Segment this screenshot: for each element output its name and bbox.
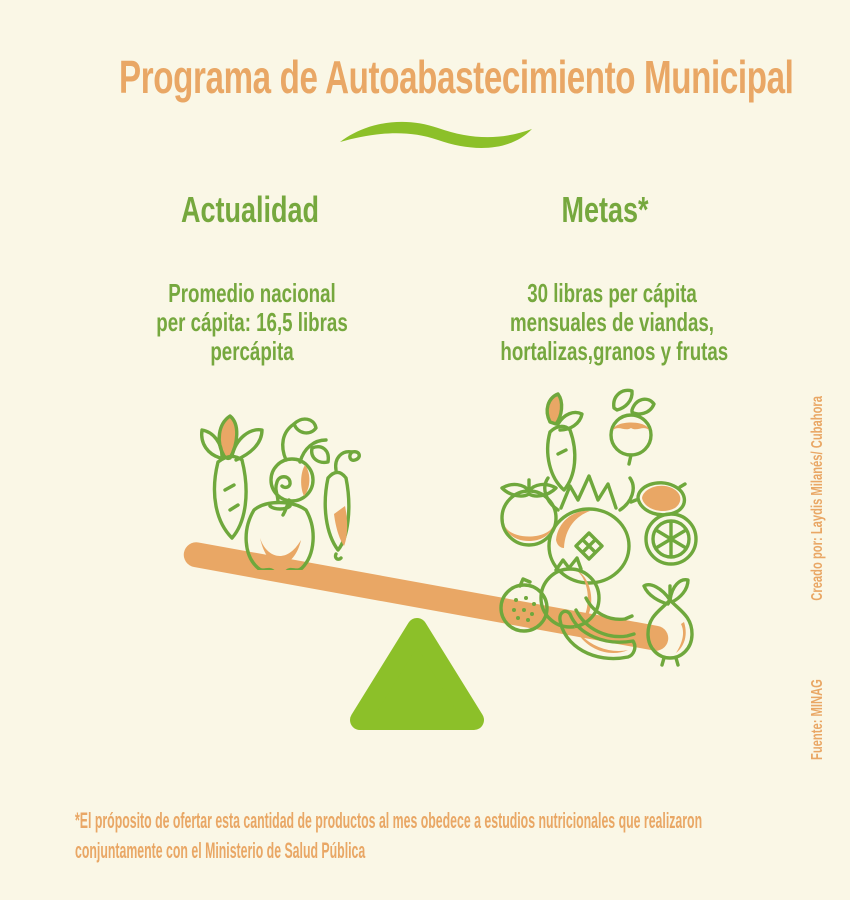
heading-actualidad: Actualidad <box>180 189 320 230</box>
actualidad-line-1: Promedio nacional <box>168 278 336 308</box>
heading-metas: Metas* <box>561 189 649 230</box>
metas-line-1: 30 libras per cápita <box>527 278 697 308</box>
tomato-icon <box>500 478 558 547</box>
lime-slice-icon <box>644 512 698 566</box>
footnote-line-2: conjuntamente con el Ministerio de Salud… <box>75 838 366 863</box>
bananas-icon <box>558 596 637 661</box>
cucumber-icon <box>310 445 361 561</box>
bell-pepper-icon <box>244 475 315 570</box>
credit-source: Fuente: MINAG <box>809 679 826 760</box>
credit-vertical: Fuente: MINAG Creado por: Laydis Milanés… <box>807 396 829 760</box>
page-title: Programa de Autoabastecimiento Municipal <box>119 51 794 103</box>
radish-icon <box>269 417 328 517</box>
melon-icon <box>499 577 549 633</box>
radish-icon <box>609 388 656 466</box>
credit-author: Creado por: Laydis Milanés/ Cubahora <box>809 396 826 601</box>
actualidad-line-2: per cápita: 16,5 libras <box>156 307 348 337</box>
carrot-icon <box>545 392 584 492</box>
right-vegetables-group <box>499 388 698 667</box>
actualidad-text: Promedio nacional per cápita: 16,5 libra… <box>140 279 363 366</box>
footnote: *El próposito de ofertar esta cantidad d… <box>75 806 702 866</box>
orange-fruit-icon <box>539 556 601 629</box>
metas-text: 30 libras per cápita mensuales de vianda… <box>500 278 729 366</box>
fulcrum-triangle <box>350 618 484 730</box>
metas-line-2: mensuales de viandas, <box>510 307 714 337</box>
carrot-icon <box>200 414 264 540</box>
wave-divider-icon <box>340 121 532 148</box>
left-vegetables-group <box>200 414 361 570</box>
onion-icon <box>642 578 694 667</box>
pineapple-icon <box>543 474 635 585</box>
lemon-icon <box>629 481 687 517</box>
actualidad-line-3: percápita <box>210 336 294 366</box>
footnote-line-1: *El próposito de ofertar esta cantidad d… <box>75 808 703 833</box>
metas-line-3: hortalizas,granos y frutas <box>500 336 729 366</box>
